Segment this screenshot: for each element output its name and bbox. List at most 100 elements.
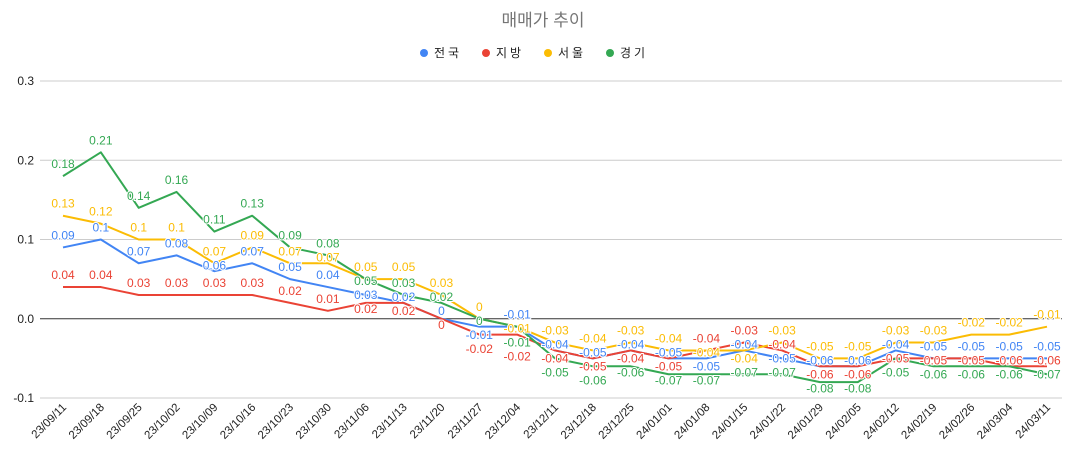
x-tick-label: 23/11/06	[332, 402, 372, 442]
data-label: 0.03	[354, 288, 378, 302]
data-label: -0.06	[920, 367, 948, 381]
data-label: -0.04	[768, 338, 796, 352]
data-label: -0.02	[503, 350, 531, 364]
data-label: 0.05	[354, 260, 378, 274]
data-label: 0.03	[392, 276, 416, 290]
data-label: 0.01	[316, 292, 340, 306]
series-line-서울	[62, 214, 1048, 360]
data-label: -0.05	[958, 353, 986, 367]
data-label: 0.04	[316, 268, 340, 282]
legend-marker	[420, 49, 428, 57]
data-label: -0.07	[768, 366, 796, 380]
x-tick-label: 23/11/20	[408, 402, 448, 442]
data-label: -0.07	[693, 373, 721, 387]
data-label: 0	[438, 304, 445, 318]
data-label: 0.02	[278, 284, 302, 298]
data-label: 0.07	[241, 244, 265, 258]
data-label: -0.06	[958, 367, 986, 381]
x-tick-label: 23/12/11	[522, 402, 562, 442]
data-label: -0.05	[579, 345, 607, 359]
x-tick-label: 24/01/01	[635, 402, 675, 442]
data-label: 0.07	[278, 244, 302, 258]
data-label: -0.06	[579, 373, 607, 387]
legend-label: 전국	[434, 46, 462, 60]
data-label: -0.06	[806, 367, 834, 381]
data-label: -0.06	[995, 353, 1023, 367]
y-tick-label: 0.2	[17, 153, 34, 167]
data-label: -0.03	[731, 324, 759, 338]
data-label: 0.03	[127, 276, 151, 290]
y-tick-label: 0.1	[17, 233, 34, 247]
x-tick-label: 23/10/02	[143, 402, 183, 442]
x-tick-label: 24/02/05	[824, 402, 864, 442]
data-label: -0.04	[731, 352, 759, 366]
data-label: -0.05	[920, 339, 948, 353]
x-tick-label: 23/11/13	[370, 402, 410, 442]
data-label: -0.04	[541, 338, 569, 352]
x-tick-label: 23/09/18	[67, 402, 107, 442]
data-label: 0.02	[354, 302, 378, 316]
data-label: -0.05	[920, 353, 948, 367]
data-label: 0.02	[392, 290, 416, 304]
legend-marker	[606, 49, 614, 57]
data-label: 0.13	[51, 197, 75, 211]
x-tick-label: 24/01/15	[710, 402, 750, 442]
y-tick-label: 0.0	[17, 312, 34, 326]
x-tick-label: 23/12/25	[597, 402, 637, 442]
x-tick-label: 24/02/26	[937, 402, 977, 442]
data-label: -0.04	[541, 352, 569, 366]
data-label: 0.05	[392, 260, 416, 274]
data-label: -0.05	[693, 359, 721, 373]
data-label: -0.08	[806, 381, 834, 395]
data-label: 0.07	[203, 244, 227, 258]
data-label: 0.12	[89, 205, 113, 219]
data-label: -0.02	[995, 316, 1023, 330]
x-tick-label: 23/12/04	[483, 401, 524, 442]
data-label: -0.05	[1033, 339, 1061, 353]
data-label: -0.05	[655, 345, 683, 359]
data-label: -0.04	[617, 338, 645, 352]
series-line-경기	[62, 151, 1048, 384]
data-label: 0.05	[278, 260, 302, 274]
data-label: -0.04	[693, 345, 721, 359]
data-label: 0.08	[165, 236, 189, 250]
data-label: 0.1	[93, 221, 110, 235]
series-line-지방	[63, 286, 1047, 368]
data-label: -0.06	[806, 353, 834, 367]
data-label: 0.11	[203, 213, 226, 227]
x-tick-label: 23/10/23	[256, 402, 296, 442]
data-label: -0.06	[844, 367, 872, 381]
x-tick-label: 24/02/12	[862, 402, 902, 442]
data-label: -0.01	[503, 308, 531, 322]
data-label: 0.03	[430, 276, 454, 290]
data-label: 0.09	[278, 228, 302, 242]
y-tick-label: -0.1	[13, 391, 34, 405]
x-tick-label: 23/09/25	[105, 402, 145, 442]
data-label: -0.05	[958, 339, 986, 353]
data-label: 0.04	[51, 268, 75, 282]
data-label: -0.04	[655, 331, 683, 345]
data-label: -0.05	[768, 352, 796, 366]
data-label: -0.04	[579, 331, 607, 345]
legend-label: 경기	[620, 46, 648, 60]
data-label: -0.05	[995, 339, 1023, 353]
data-label: 0.07	[316, 250, 340, 264]
data-label: 0.05	[354, 274, 378, 288]
data-label: -0.07	[655, 373, 683, 387]
data-label: 0.06	[203, 258, 227, 272]
data-label: -0.05	[882, 352, 910, 366]
data-label: -0.03	[920, 324, 948, 338]
data-label: 0.02	[392, 304, 416, 318]
data-label: 0.18	[51, 157, 75, 171]
x-tick-label: 24/01/08	[672, 402, 712, 442]
data-label: -0.01	[503, 336, 531, 350]
data-label: -0.08	[844, 381, 872, 395]
data-label: 0.16	[165, 173, 189, 187]
data-label: -0.04	[617, 352, 645, 366]
data-label: -0.01	[503, 322, 531, 336]
data-label: 0.04	[89, 268, 113, 282]
data-label: -0.06	[844, 353, 872, 367]
data-label: -0.03	[882, 324, 910, 338]
data-label: 0.21	[89, 133, 113, 147]
